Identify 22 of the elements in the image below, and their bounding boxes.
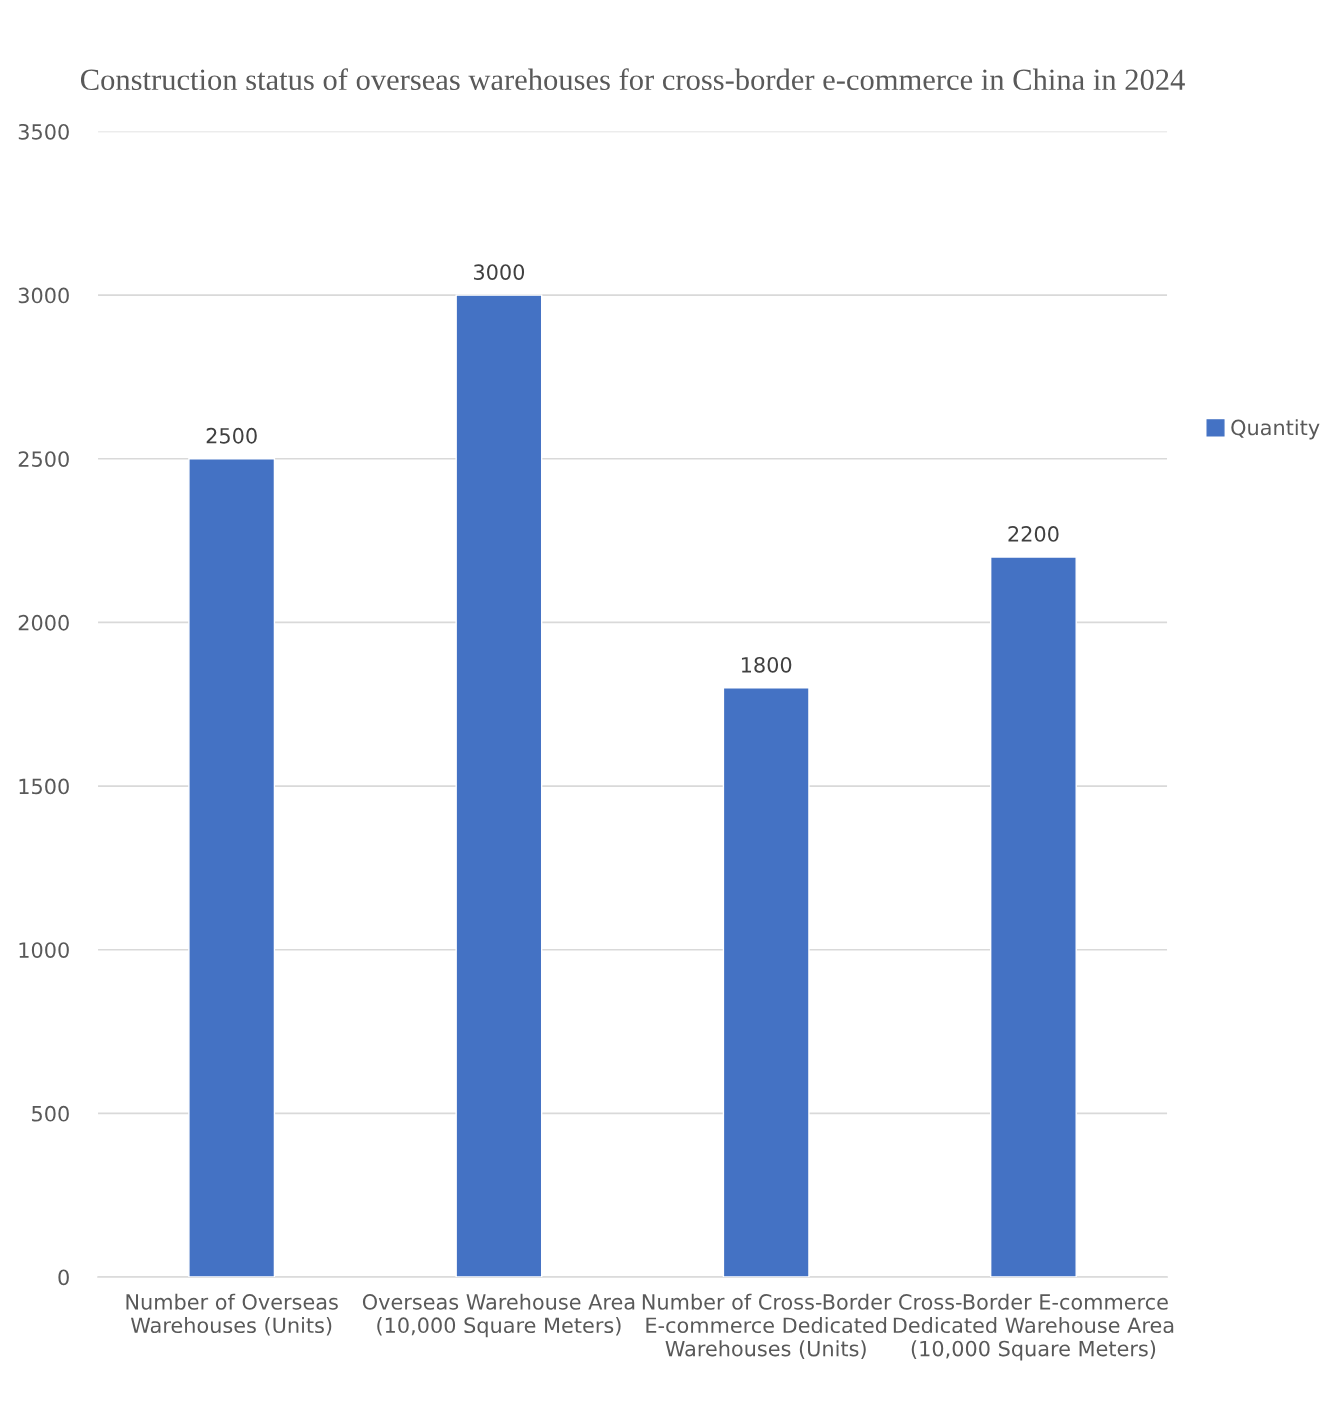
y-tick-label: 1000 [19, 942, 69, 958]
y-tick-label: 0 [58, 1269, 69, 1286]
data-label: 1800 [741, 656, 792, 673]
y-tick-label: 3500 [18, 123, 69, 140]
data-label: 2200 [1008, 526, 1059, 542]
legend-label: Quantity [1231, 419, 1320, 440]
x-tick-label: Overseas Warehouse Area (10,000 Square Meters) [362, 1293, 635, 1338]
x-tick-label: Cross-Border E-commerce Dedicated Warehouse Area (10,000 Square Meters) [893, 1293, 1174, 1361]
data-label: 3000 [474, 264, 525, 280]
x-tick-label: Number of Cross-Border E-commerce Dedicated Warehouses (Units) [642, 1293, 892, 1359]
y-tick-label: 500 [32, 1105, 69, 1122]
bar [455, 294, 543, 1277]
chart-title: Construction status of overseas warehouses for cross-border e-commerce in China in 2024 [80, 68, 1185, 91]
y-tick-label: 3000 [18, 287, 69, 304]
bar [722, 687, 810, 1277]
y-tick-label: 2500 [18, 451, 69, 467]
bar [188, 458, 276, 1277]
bar [989, 556, 1077, 1277]
y-tick-label: 1500 [19, 778, 69, 795]
data-label: 2500 [206, 427, 257, 444]
y-tick-label: 2000 [18, 614, 69, 631]
x-tick-label: Number of Overseas Warehouses (Units) [126, 1293, 338, 1336]
